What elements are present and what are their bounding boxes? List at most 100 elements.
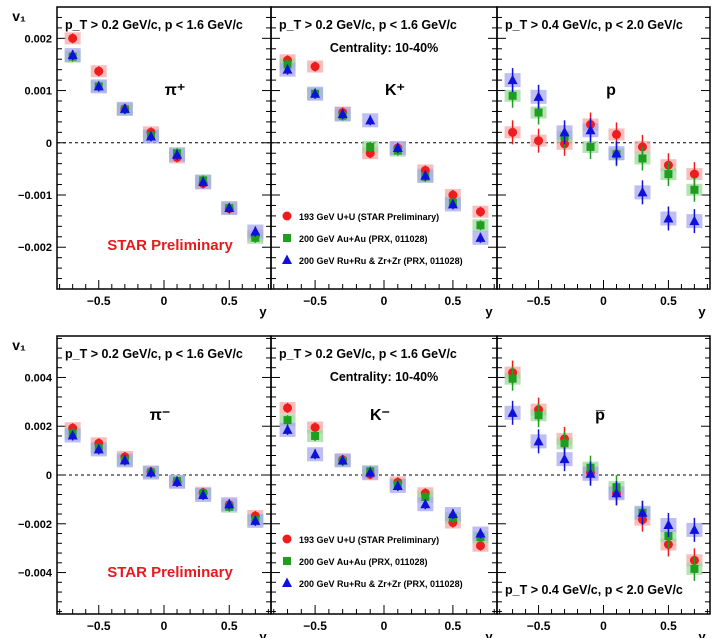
- kinematics-label: p_T > 0.4 GeV/c, p < 2.0 GeV/c: [505, 583, 683, 597]
- kinematics-label: p_T > 0.2 GeV/c, p < 1.6 GeV/c: [65, 347, 243, 361]
- x-tick-label: −0.5: [527, 619, 551, 633]
- data-point-triangle: [637, 186, 648, 197]
- data-point-circle: [475, 207, 485, 217]
- data-point-circle: [310, 422, 320, 432]
- x-tick-label: 0.5: [660, 619, 677, 633]
- y-axis-label: v₁: [12, 337, 26, 353]
- data-point-triangle: [663, 213, 674, 223]
- y-tick-label: 0: [46, 138, 52, 150]
- series-markers-circle: [283, 55, 485, 217]
- legend-marker-square: [283, 557, 291, 565]
- centrality-label: Centrality: 10-40%: [330, 370, 438, 384]
- legend-label: 200 GeV Ru+Ru & Zr+Zr (PRX, 011028): [299, 579, 463, 589]
- data-point-square: [421, 492, 430, 501]
- series-markers-triangle: [282, 64, 486, 243]
- series-circle: [279, 401, 489, 552]
- data-point-circle: [448, 190, 458, 200]
- x-tick-label: −0.5: [527, 294, 551, 308]
- data-point-triangle: [67, 49, 78, 60]
- data-point-triangle: [559, 453, 570, 464]
- data-point-triangle: [198, 489, 209, 499]
- x-tick-label: −0.5: [87, 619, 111, 633]
- panel-bottom-middle: −0.5 0 0.5 y p_T > 0.2 GeV/c, p < 1.6 GeV/c C…: [270, 335, 498, 638]
- x-axis-label: y: [698, 629, 706, 638]
- data-point-triangle: [475, 528, 486, 538]
- legend-marker-circle: [282, 534, 292, 544]
- particle-label: K⁻: [370, 407, 390, 424]
- data-point-triangle: [533, 91, 544, 101]
- y-tick-label: −0.002: [18, 519, 52, 531]
- data-point-triangle: [585, 468, 596, 478]
- y-tick-label: 0: [46, 470, 52, 482]
- particle-label: π⁻: [150, 407, 171, 424]
- data-point-square: [366, 142, 375, 151]
- y-tick-label: 0.004: [24, 372, 52, 384]
- data-point-triangle: [172, 476, 183, 486]
- data-point-circle: [689, 169, 699, 179]
- data-point-triangle: [447, 508, 458, 519]
- data-point-triangle: [611, 147, 622, 158]
- data-point-triangle: [475, 232, 486, 242]
- legend-marker-triangle: [282, 577, 292, 587]
- series-markers-triangle: [67, 429, 261, 526]
- data-point-triangle: [250, 515, 261, 525]
- legend-marker-square: [283, 234, 291, 242]
- x-axis-label: y: [485, 629, 493, 638]
- y-tick-label: −0.004: [18, 568, 53, 580]
- data-point-square: [283, 416, 292, 425]
- data-point-square: [311, 431, 320, 440]
- data-point-triangle: [559, 126, 570, 137]
- data-point-triangle: [198, 176, 209, 186]
- data-point-circle: [310, 62, 320, 72]
- data-point-square: [534, 108, 543, 117]
- series-markers-triangle: [282, 424, 486, 539]
- data-point-triangle: [172, 149, 183, 159]
- x-axis-label: y: [259, 629, 267, 638]
- x-axis-label: y: [259, 304, 267, 319]
- x-axis-label: y: [698, 304, 706, 319]
- data-point-triangle: [337, 108, 348, 119]
- series-markers-triangle: [507, 68, 700, 234]
- data-point-triangle: [250, 226, 261, 236]
- data-point-triangle: [224, 498, 235, 509]
- y-tick-label: 0.001: [24, 86, 52, 98]
- data-point-square: [690, 564, 699, 573]
- data-point-triangle: [392, 142, 403, 152]
- panel-frame: [496, 6, 711, 290]
- series-markers-triangle: [67, 49, 261, 237]
- legend-label: 200 GeV Au+Au (PRX, 011028): [299, 234, 427, 244]
- kinematics-label: p_T > 0.2 GeV/c, p < 1.6 GeV/c: [279, 347, 457, 361]
- data-point-triangle: [310, 88, 321, 98]
- data-point-triangle: [67, 429, 78, 440]
- data-point-circle: [283, 403, 293, 413]
- x-tick-label: 0.5: [660, 294, 677, 308]
- data-point-circle: [508, 127, 518, 137]
- series-circle: [279, 54, 489, 218]
- data-point-circle: [611, 129, 621, 139]
- legend-label: 200 GeV Ru+Ru & Zr+Zr (PRX, 011028): [299, 256, 463, 266]
- data-point-circle: [475, 541, 485, 551]
- legend-label: 200 GeV Au+Au (PRX, 011028): [299, 557, 427, 567]
- data-point-square: [638, 154, 647, 163]
- data-point-triangle: [611, 487, 622, 498]
- data-point-circle: [68, 33, 78, 43]
- data-point-triangle: [119, 103, 130, 113]
- legend-label: 193 GeV U+U (STAR Preliminary): [299, 212, 439, 222]
- legend-marker-triangle: [282, 254, 292, 264]
- y-tick-label: −0.002: [18, 242, 52, 254]
- data-point-triangle: [93, 443, 104, 454]
- x-tick-label: 0: [600, 294, 607, 308]
- panel-top-middle: −0.5 0 0.5 y p_T > 0.2 GeV/c, p < 1.6 GeV/c C…: [270, 6, 498, 319]
- data-point-triangle: [365, 114, 376, 125]
- data-point-triangle: [420, 498, 431, 509]
- particle-label: K⁺: [385, 82, 405, 99]
- data-point-triangle: [507, 407, 518, 417]
- x-axis-label: y: [485, 304, 493, 319]
- data-point-triangle: [93, 80, 104, 91]
- panel-top-left: −0.5 0 0.5 y 0.002 0.001 0 −0.001 −0.002 v₁ p_T > …: [12, 6, 272, 319]
- series-markers-triangle: [507, 400, 700, 542]
- data-point-triangle: [224, 202, 235, 213]
- centrality-label: Centrality: 10-40%: [330, 41, 438, 55]
- data-point-triangle: [533, 435, 544, 446]
